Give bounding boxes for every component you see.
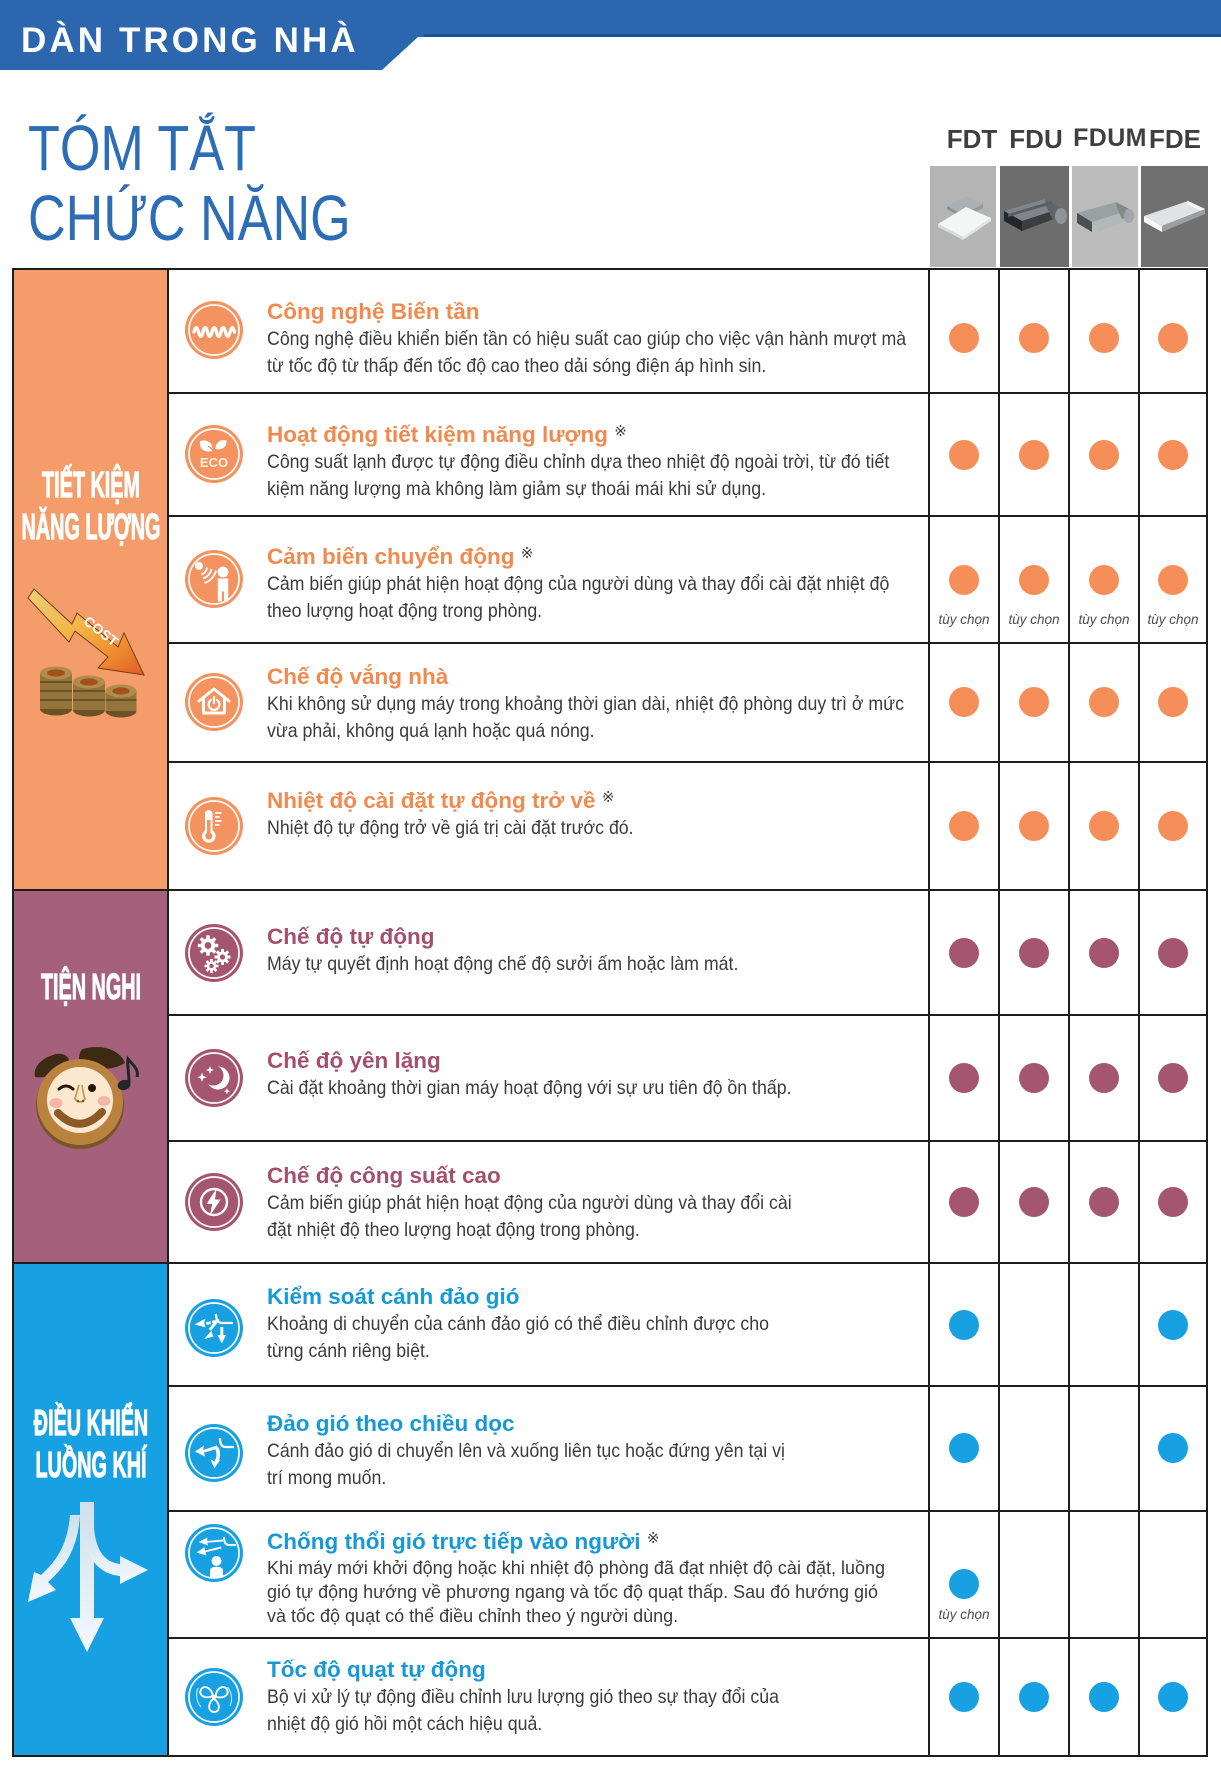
svg-text:ECO: ECO (200, 455, 228, 470)
